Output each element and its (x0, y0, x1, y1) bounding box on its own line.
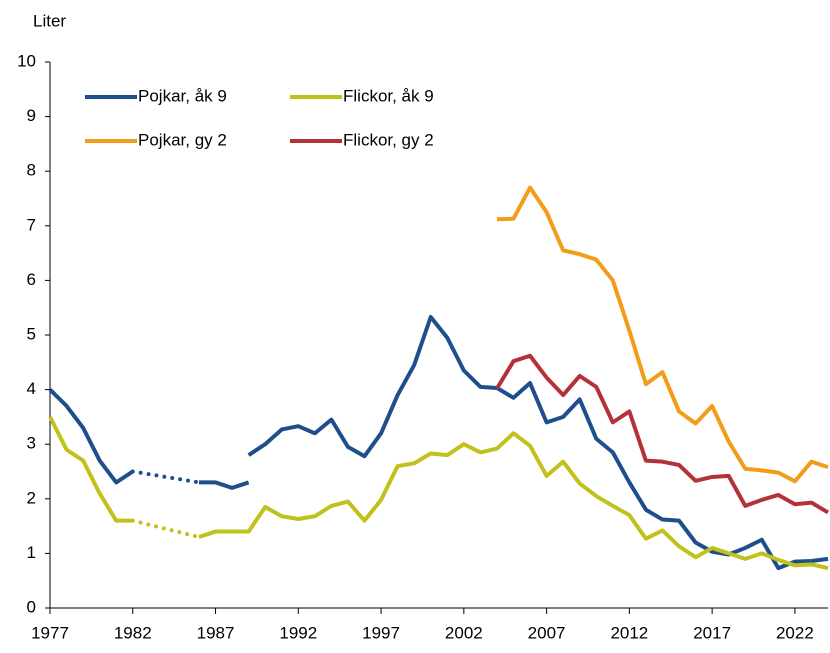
legend-label: Flickor, åk 9 (343, 86, 434, 105)
y-tick-label: 3 (27, 434, 36, 453)
x-tick-label: 2012 (610, 623, 648, 642)
y-tick-label: 0 (27, 597, 36, 616)
x-tick-label: 2002 (445, 623, 483, 642)
gap-bridge (130, 469, 201, 485)
x-tick-label: 2022 (776, 623, 814, 642)
x-tick-label: 1992 (279, 623, 317, 642)
x-tick-label: 2017 (693, 623, 731, 642)
y-tick-label: 8 (27, 161, 36, 180)
y-tick-label: 10 (17, 51, 36, 70)
series-line (198, 480, 250, 490)
y-axis-label: Liter (33, 11, 66, 30)
x-tick-label: 1997 (362, 623, 400, 642)
series-line (247, 314, 829, 571)
y-tick-label: 7 (27, 215, 36, 234)
x-tick-label: 2007 (528, 623, 566, 642)
gap-bridge (130, 518, 201, 540)
x-tick-label: 1987 (197, 623, 235, 642)
x-tick-label: 1977 (31, 623, 69, 642)
legend-label: Pojkar, åk 9 (138, 86, 227, 105)
series-line (496, 185, 829, 484)
legend-label: Flickor, gy 2 (343, 130, 434, 149)
legend-label: Pojkar, gy 2 (138, 130, 227, 149)
y-tick-label: 5 (27, 324, 36, 343)
y-tick-label: 1 (27, 543, 36, 562)
y-tick-label: 4 (27, 379, 36, 398)
series-line (198, 431, 829, 571)
series-line (495, 353, 830, 515)
series-line (48, 388, 134, 485)
series-line (48, 415, 133, 523)
y-tick-label: 6 (27, 270, 36, 289)
x-tick-label: 1982 (114, 623, 152, 642)
y-tick-label: 9 (27, 106, 36, 125)
y-tick-label: 2 (27, 488, 36, 507)
